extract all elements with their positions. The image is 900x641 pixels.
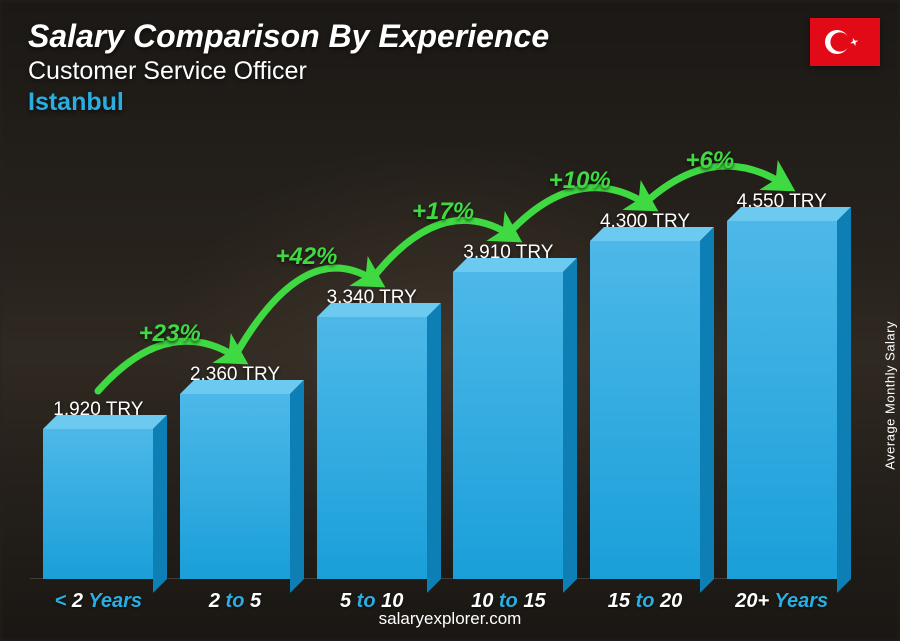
bar-group: 1,920 TRY< 2 Years bbox=[40, 399, 157, 579]
bar-chart: 1,920 TRY< 2 Years2,360 TRY2 to 53,340 T… bbox=[40, 140, 840, 579]
bar bbox=[590, 241, 700, 579]
header: Salary Comparison By Experience Customer… bbox=[28, 18, 872, 117]
bar-group: 3,910 TRY10 to 15 bbox=[450, 242, 567, 579]
chart-subtitle: Customer Service Officer bbox=[28, 57, 872, 86]
flag-turkey bbox=[810, 18, 880, 66]
bar bbox=[180, 394, 290, 579]
bar-group: 2,360 TRY2 to 5 bbox=[177, 364, 294, 579]
bar bbox=[727, 221, 837, 579]
chart-title: Salary Comparison By Experience bbox=[28, 18, 872, 55]
bar-group: 4,300 TRY15 to 20 bbox=[587, 211, 704, 579]
footer-attribution: salaryexplorer.com bbox=[0, 609, 900, 629]
bar-group: 3,340 TRY5 to 10 bbox=[313, 287, 430, 579]
bar bbox=[317, 317, 427, 579]
bar bbox=[43, 429, 153, 579]
chart-location: Istanbul bbox=[28, 88, 872, 117]
y-axis-label: Average Monthly Salary bbox=[883, 321, 898, 470]
bar bbox=[453, 272, 563, 579]
bar-group: 4,550 TRY20+ Years bbox=[723, 191, 840, 579]
